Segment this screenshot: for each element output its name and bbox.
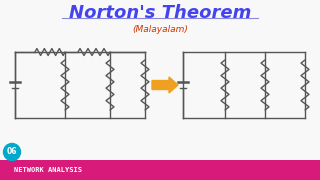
Text: Norton's Theorem: Norton's Theorem	[69, 4, 251, 22]
Text: NETWORK ANALYSIS: NETWORK ANALYSIS	[14, 167, 82, 173]
Bar	[0, 160, 320, 180]
Circle shape	[4, 143, 20, 161]
Text: 06: 06	[7, 147, 17, 156]
FancyArrow shape	[152, 77, 178, 93]
Text: (Malayalam): (Malayalam)	[132, 26, 188, 35]
